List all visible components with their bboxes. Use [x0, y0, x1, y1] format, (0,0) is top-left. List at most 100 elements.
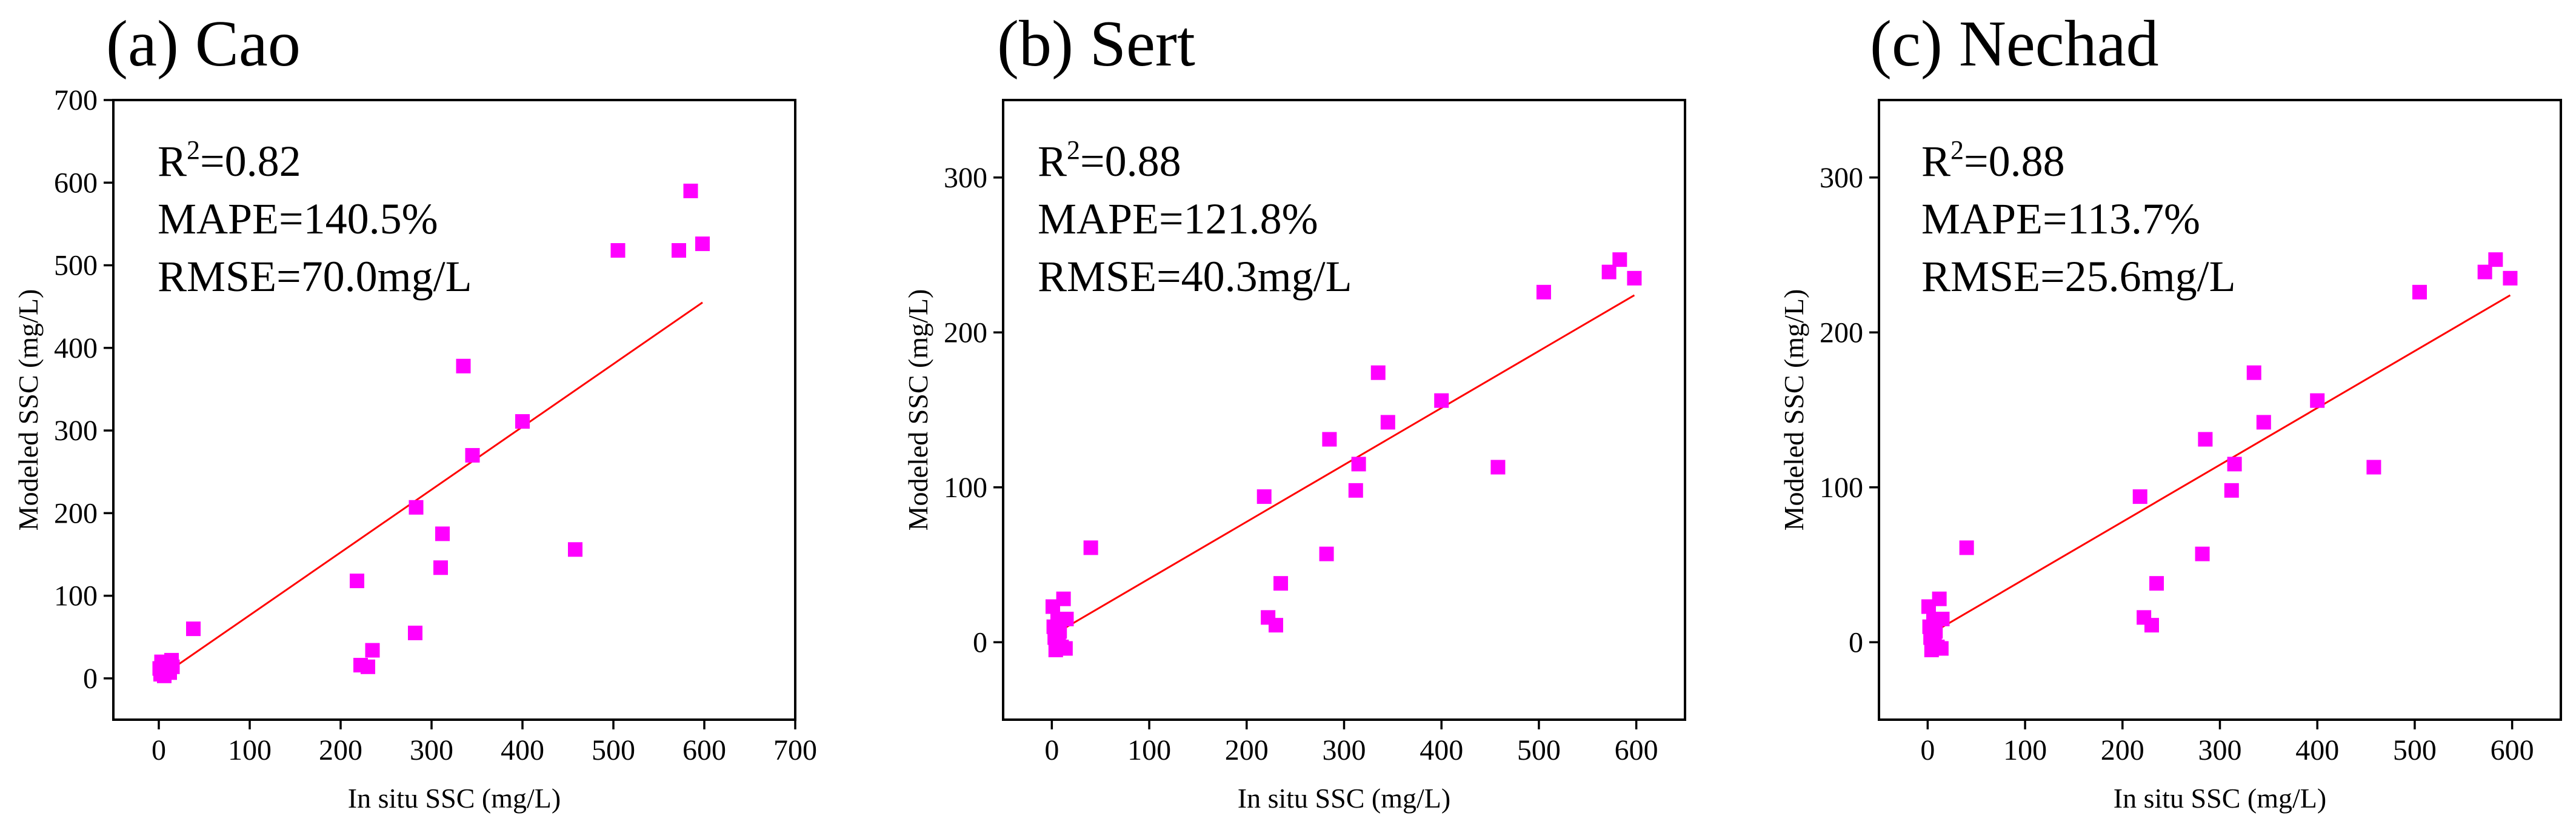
data-point: [350, 574, 364, 589]
data-point: [2412, 284, 2427, 300]
y-axis-label: Modeled SSC (mg/L): [1778, 289, 1809, 531]
data-point: [1269, 618, 1283, 633]
y-tick-label: 300: [944, 162, 987, 194]
data-point: [2477, 264, 2492, 280]
data-point: [2224, 483, 2239, 498]
data-point: [2366, 460, 2381, 475]
x-tick-label: 200: [2101, 734, 2144, 766]
plot-frame: [1002, 99, 1686, 721]
y-axis-label: Modeled SSC (mg/L): [903, 289, 933, 531]
data-point: [568, 542, 582, 557]
x-tick-label: 200: [319, 734, 362, 766]
data-point: [1370, 365, 1386, 380]
data-point: [515, 414, 530, 429]
x-tick-label: 400: [1420, 734, 1463, 766]
x-tick-label: 100: [2003, 734, 2047, 766]
fit-line: [160, 301, 703, 678]
data-point: [2310, 393, 2325, 408]
y-tick-label: 300: [1820, 162, 1863, 194]
data-point: [1273, 576, 1289, 591]
data-point: [1536, 284, 1551, 300]
x-tick-label: 400: [2295, 734, 2339, 766]
data-point: [1932, 591, 1947, 606]
data-point: [186, 621, 201, 637]
data-point: [1351, 457, 1366, 472]
x-axis-label: In situ SSC (mg/L): [2114, 783, 2326, 814]
rmse-text: RMSE=25.6mg/L: [1921, 252, 2236, 301]
x-tick-label: 600: [1615, 734, 1658, 766]
y-tick-label: 200: [944, 316, 987, 349]
r-squared-text: R2=0.88: [1921, 135, 2065, 186]
y-tick-label: 400: [54, 332, 98, 364]
data-point: [1058, 641, 1073, 656]
data-point: [1601, 264, 1617, 280]
panel-sert: (b) Sert 0 100 200 300 400 500 600 0 100 200 300 In …: [903, 8, 1686, 814]
data-point: [2195, 546, 2210, 561]
data-point: [1052, 624, 1067, 639]
y-tick-label: 200: [1820, 316, 1863, 349]
panel-cao: (a) Cao 0 100 200 300 400 500 600 700 0 100 200 300 4…: [13, 8, 817, 814]
y-axis-label: Modeled SSC (mg/L): [13, 289, 44, 531]
y-tick-label: 600: [54, 167, 98, 199]
data-point: [2503, 270, 2518, 286]
data-point: [1380, 415, 1395, 430]
fit-line: [1053, 294, 1635, 635]
x-tick-label: 400: [501, 734, 544, 766]
x-tick-label: 100: [1127, 734, 1171, 766]
x-tick-label: 700: [773, 734, 817, 766]
panel-title: (c) Nechad: [1870, 8, 2159, 80]
data-point: [1056, 591, 1071, 606]
x-axis-label: In situ SSC (mg/L): [348, 783, 561, 814]
x-tick-label: 100: [228, 734, 272, 766]
fit-line: [1929, 294, 2511, 635]
r-squared-text: R2=0.82: [158, 135, 301, 186]
x-tick-label: 300: [1323, 734, 1366, 766]
data-point: [165, 659, 180, 674]
data-point: [433, 560, 448, 575]
data-point: [2198, 432, 2213, 447]
data-point: [1959, 540, 1974, 555]
x-tick-label: 0: [1920, 734, 1935, 766]
data-point: [1434, 393, 1449, 408]
y-tick-label: 100: [944, 472, 987, 504]
data-point: [683, 183, 698, 198]
y-tick-label: 300: [54, 415, 98, 447]
data-point: [408, 625, 422, 640]
data-point: [465, 447, 480, 463]
x-tick-label: 500: [1517, 734, 1561, 766]
mape-text: MAPE=121.8%: [1038, 195, 1318, 243]
data-point: [1348, 483, 1363, 498]
panel-title: (a) Cao: [106, 8, 301, 80]
data-point: [2227, 457, 2242, 472]
data-point: [456, 358, 471, 373]
rmse-text: RMSE=40.3mg/L: [1038, 252, 1352, 301]
x-tick-label: 500: [592, 734, 635, 766]
plot-frame: [1878, 99, 2562, 721]
data-point: [1059, 611, 1074, 626]
x-tick-label: 600: [2491, 734, 2534, 766]
data-point: [409, 500, 424, 515]
y-tick-label: 700: [54, 84, 98, 116]
x-tick-label: 500: [2393, 734, 2437, 766]
y-tick-label: 0: [1849, 626, 1863, 658]
data-point: [695, 236, 710, 252]
x-tick-label: 300: [410, 734, 453, 766]
data-point: [1256, 489, 1272, 504]
mape-text: MAPE=140.5%: [158, 195, 438, 243]
x-tick-label: 0: [152, 734, 166, 766]
data-point: [1612, 252, 1627, 267]
data-point: [435, 526, 450, 541]
y-tick-label: 100: [54, 580, 98, 612]
data-point: [1627, 270, 1642, 286]
data-point: [2488, 252, 2503, 267]
y-tick-label: 200: [54, 497, 98, 529]
rmse-text: RMSE=70.0mg/L: [158, 252, 472, 301]
data-point: [1935, 611, 1950, 626]
y-tick-label: 500: [54, 250, 98, 282]
data-point: [365, 643, 380, 658]
data-point: [1083, 540, 1098, 555]
plot-frame: [112, 99, 796, 721]
data-point: [1934, 641, 1949, 656]
x-tick-label: 300: [2198, 734, 2242, 766]
